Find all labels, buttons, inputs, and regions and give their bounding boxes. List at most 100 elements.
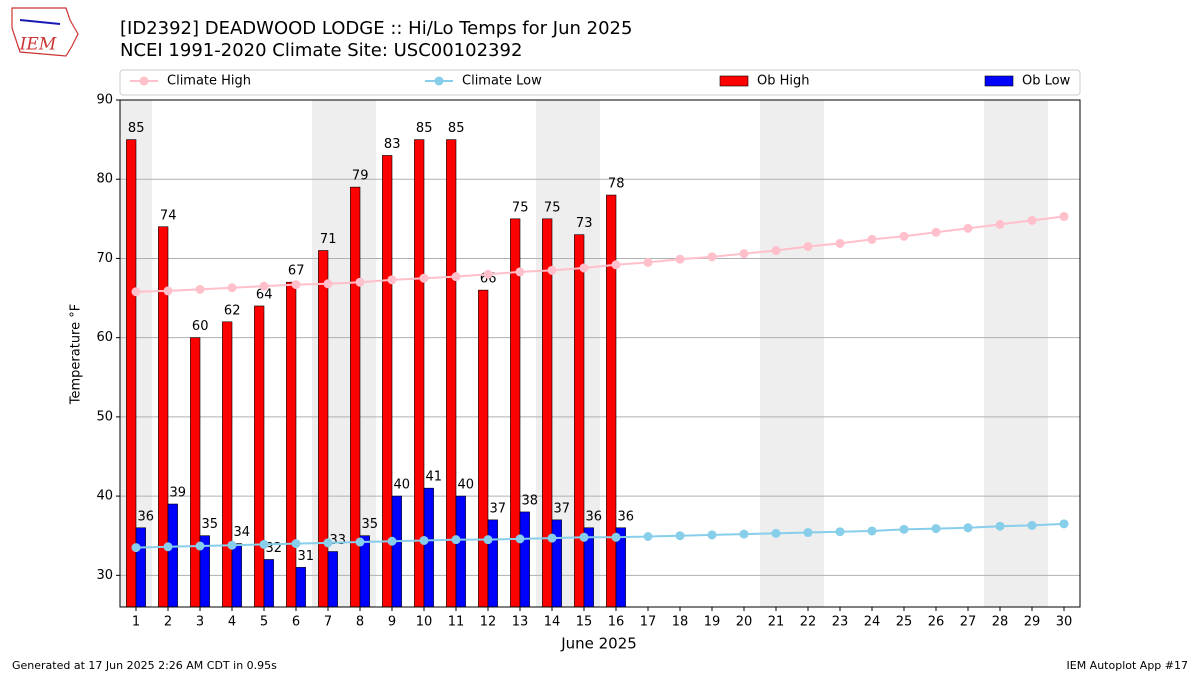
- bar: [126, 139, 137, 608]
- line-point: [355, 277, 365, 287]
- line-point: [739, 529, 749, 539]
- x-tick-label: 3: [196, 615, 204, 630]
- line-point: [131, 543, 141, 553]
- data-label: 67: [288, 264, 305, 279]
- data-label: 34: [234, 525, 251, 540]
- legend-label: Climate High: [167, 74, 251, 89]
- line-point: [643, 531, 653, 541]
- line-point: [739, 249, 749, 259]
- legend-marker: [434, 76, 444, 86]
- bar: [190, 337, 201, 608]
- legend-box: [119, 69, 1081, 96]
- y-tick-label: 50: [96, 409, 113, 424]
- logo-text: IEM: [19, 35, 57, 55]
- bar: [455, 495, 466, 608]
- line-point: [1027, 520, 1037, 530]
- data-label: 40: [458, 478, 475, 493]
- x-tick-label: 23: [832, 615, 849, 630]
- legend-marker: [139, 76, 149, 86]
- line-point: [323, 538, 333, 548]
- data-label: 33: [330, 533, 347, 548]
- weekend-shade: [760, 100, 792, 607]
- line-point: [419, 535, 429, 545]
- data-label: 79: [352, 169, 369, 184]
- data-label: 75: [544, 200, 561, 215]
- data-label: 85: [416, 121, 433, 136]
- bar: [519, 511, 530, 608]
- data-label: 78: [608, 177, 625, 192]
- x-tick-label: 17: [640, 615, 657, 630]
- line-point: [963, 223, 973, 233]
- line-point: [163, 286, 173, 296]
- chart-title: [ID2392] DEADWOOD LODGE :: Hi/Lo Temps f…: [120, 18, 632, 39]
- line-point: [1027, 215, 1037, 225]
- x-tick-label: 22: [800, 615, 817, 630]
- line-point: [515, 534, 525, 544]
- bar: [391, 495, 402, 608]
- line: [135, 215, 1065, 293]
- x-tick-label: 1: [132, 615, 140, 630]
- data-label: 36: [586, 509, 603, 524]
- line-point: [931, 524, 941, 534]
- line-point: [611, 532, 621, 542]
- data-label: 62: [224, 303, 241, 318]
- data-label: 64: [256, 287, 273, 302]
- x-tick-label: 12: [480, 615, 497, 630]
- bar: [135, 527, 146, 608]
- bar: [263, 559, 274, 608]
- y-tick-label: 30: [96, 568, 113, 583]
- line-point: [547, 533, 557, 543]
- x-tick-label: 6: [292, 615, 300, 630]
- line: [135, 522, 1065, 549]
- x-tick-label: 8: [356, 615, 364, 630]
- x-tick-label: 14: [544, 615, 561, 630]
- line-point: [835, 238, 845, 248]
- data-label: 37: [490, 501, 507, 516]
- line-point: [771, 528, 781, 538]
- line-point: [259, 281, 269, 291]
- y-tick-label: 90: [96, 93, 113, 108]
- x-tick-label: 27: [960, 615, 977, 630]
- bar: [254, 305, 265, 608]
- data-label: 35: [202, 517, 219, 532]
- plot-frame: [119, 99, 1081, 608]
- legend-label: Climate Low: [462, 74, 542, 89]
- line-point: [419, 273, 429, 283]
- line-point: [387, 275, 397, 285]
- line-point: [291, 280, 301, 290]
- bar: [327, 551, 338, 608]
- line-point: [291, 539, 301, 549]
- x-tick-label: 21: [768, 615, 785, 630]
- chart-subtitle: NCEI 1991-2020 Climate Site: USC00102392: [120, 40, 522, 61]
- weekend-shade: [984, 100, 1016, 607]
- x-tick-label: 29: [1024, 615, 1041, 630]
- line-point: [227, 283, 237, 293]
- bar: [167, 503, 178, 608]
- data-label: 36: [138, 509, 155, 524]
- x-tick-label: 30: [1056, 615, 1073, 630]
- line-point: [163, 542, 173, 552]
- bar: [286, 281, 297, 608]
- line-point: [995, 521, 1005, 531]
- y-tick-label: 80: [96, 172, 113, 187]
- line-point: [451, 272, 461, 282]
- line-point: [579, 263, 589, 273]
- x-tick-label: 24: [864, 615, 881, 630]
- line-point: [899, 231, 909, 241]
- line-point: [899, 524, 909, 534]
- bar: [423, 487, 434, 608]
- data-label: 41: [426, 470, 443, 485]
- line-point: [643, 257, 653, 267]
- line-point: [323, 279, 333, 289]
- line-point: [451, 535, 461, 545]
- line-point: [803, 242, 813, 252]
- data-label: 31: [298, 549, 315, 564]
- bar: [551, 519, 562, 608]
- weekend-shade: [1016, 100, 1048, 607]
- line-point: [1059, 519, 1069, 529]
- line-point: [611, 260, 621, 270]
- legend-swatch: [719, 75, 749, 87]
- line-point: [515, 267, 525, 277]
- data-label: 35: [362, 517, 379, 532]
- bar: [318, 250, 329, 608]
